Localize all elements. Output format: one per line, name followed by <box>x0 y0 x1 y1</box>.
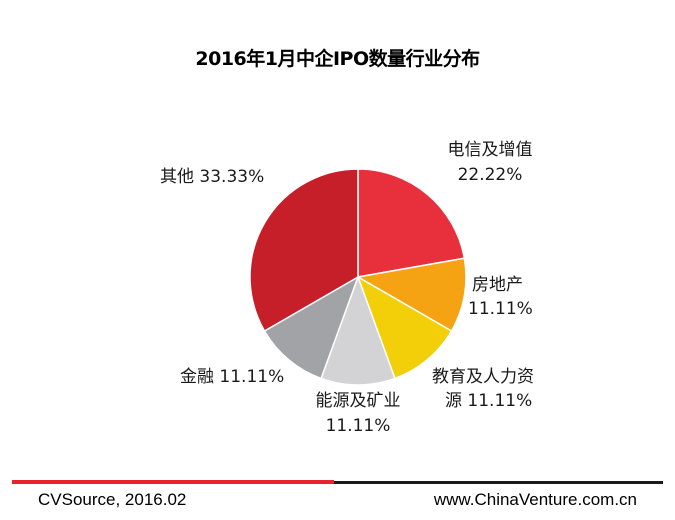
label-education-name: 教育及人力资 <box>432 367 534 387</box>
label-real-estate-name: 房地产 <box>472 275 523 295</box>
chart-title: 2016年1月中企IPO数量行业分布 <box>195 48 480 70</box>
slice-education <box>356 275 453 380</box>
slice-telecom <box>357 168 466 278</box>
label-education-value: 源 11.11% <box>445 391 532 411</box>
slice-real-estate <box>355 257 467 333</box>
label-energy-value: 11.11% <box>326 416 391 436</box>
label-energy-name: 能源及矿业 <box>316 391 401 411</box>
footer-divider-black <box>334 481 663 484</box>
label-telecom-name: 电信及增值 <box>448 140 533 160</box>
slice-energy <box>320 274 396 386</box>
label-real-estate-value: 11.11% <box>468 299 533 319</box>
label-finance: 金融 11.11% <box>180 367 284 387</box>
label-other: 其他 33.33% <box>160 167 264 187</box>
label-telecom-value: 22.22% <box>458 165 523 185</box>
footer-divider-red <box>12 480 334 484</box>
footer-source: CVSource, 2016.02 <box>38 490 187 509</box>
slice-finance <box>263 275 360 380</box>
slice-other <box>249 168 359 333</box>
footer-url: www.ChinaVenture.com.cn <box>433 490 637 509</box>
